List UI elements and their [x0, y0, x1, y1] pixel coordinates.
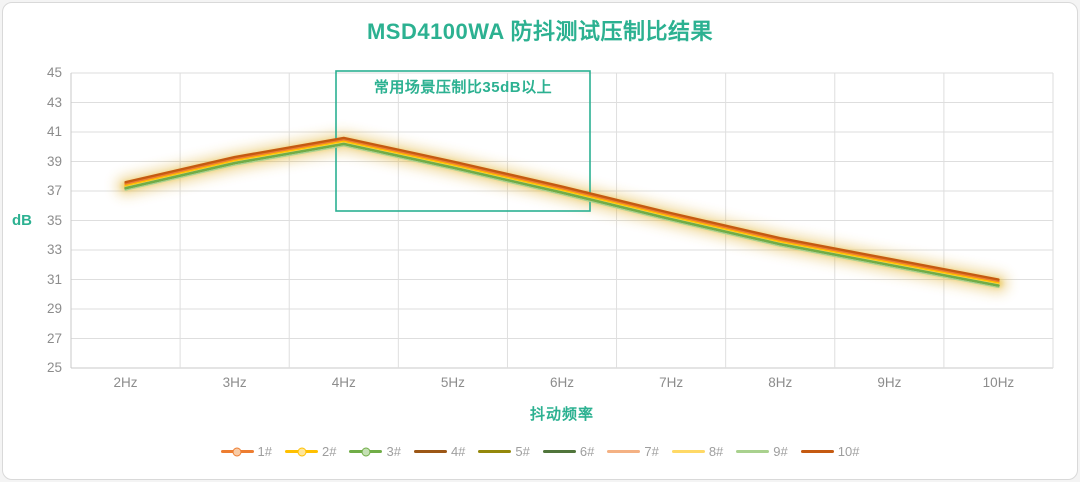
y-tick-label: 35 — [46, 212, 62, 228]
x-axis-title: 抖动频率 — [529, 406, 594, 423]
y-tick-label: 45 — [46, 65, 62, 80]
gridlines — [70, 72, 1054, 369]
legend-item-6: 6# — [542, 444, 595, 459]
legend-line-swatch — [349, 447, 383, 456]
legend-line-swatch — [285, 447, 318, 456]
legend-marker-icon — [297, 447, 306, 456]
series-line-1 — [124, 138, 1000, 283]
x-tick-label: 6Hz — [549, 375, 574, 390]
x-tick-label: 4Hz — [331, 375, 356, 390]
legend-line-swatch — [478, 450, 512, 453]
legend-line-swatch — [542, 450, 576, 453]
legend-line-swatch — [671, 450, 705, 453]
legend-item-3: 3# — [349, 444, 401, 459]
legend-item-10: 10# — [800, 444, 860, 459]
x-tick-label: 8Hz — [768, 375, 793, 390]
legend-item-4: 4# — [413, 444, 466, 459]
series-lines — [124, 136, 1000, 289]
x-tick-label: 2Hz — [113, 375, 138, 390]
plot-area — [70, 70, 1054, 369]
series-line-8 — [124, 141, 1000, 286]
x-tick-label: 5Hz — [440, 375, 465, 390]
legend-label: 2# — [322, 444, 337, 459]
y-tick-label: 41 — [46, 124, 62, 139]
legend-label: 3# — [386, 444, 401, 459]
y-tick-label: 37 — [46, 183, 62, 198]
x-tick-label: 7Hz — [659, 375, 684, 390]
legend-label: 4# — [450, 444, 466, 459]
y-tick-label: 31 — [46, 271, 62, 287]
series-line-3 — [124, 142, 1000, 287]
chart-title: MSD4100WA 防抖测试压制比结果 — [366, 19, 714, 44]
legend-label: 8# — [708, 444, 724, 459]
legend-item-8: 8# — [671, 444, 724, 459]
y-tick-label: 29 — [46, 301, 62, 316]
y-tick-label: 43 — [46, 94, 62, 110]
y-tick-label: 27 — [46, 330, 62, 346]
series-line-9 — [124, 144, 1000, 289]
y-tick-label: 25 — [46, 360, 62, 375]
legend-marker-icon — [232, 447, 242, 456]
legend-label: 10# — [837, 444, 860, 459]
legend-label: 1# — [257, 444, 272, 459]
legend-label: 5# — [515, 444, 530, 459]
legend-label: 9# — [773, 444, 788, 459]
legend-item-9: 9# — [736, 444, 788, 459]
series-line-10 — [124, 136, 1000, 281]
legend-label: 6# — [579, 444, 595, 459]
x-tick-label: 9Hz — [877, 375, 902, 390]
legend-item-1: 1# — [220, 444, 272, 459]
x-tick-label: 3Hz — [222, 375, 247, 390]
legend-line-swatch — [413, 450, 447, 453]
legend-item-7: 7# — [607, 444, 659, 459]
y-tick-label: 33 — [46, 242, 62, 257]
legend-marker-icon — [361, 447, 371, 456]
annotation-text: 常用场景压制比35dB以上 — [373, 79, 553, 96]
y-axis-title: dB — [12, 212, 32, 229]
legend-line-swatch — [607, 450, 641, 453]
legend-line-swatch — [220, 447, 254, 456]
x-tick-label: 10Hz — [982, 375, 1015, 390]
legend-label: 7# — [644, 444, 659, 459]
legend-item-2: 2# — [285, 444, 336, 459]
y-tick-label: 39 — [46, 153, 62, 169]
legend-item-5: 5# — [478, 444, 530, 459]
legend-line-swatch — [800, 450, 834, 453]
legend: 1# 2# 3# 4# 5# 6# 7# 8# 9# 10# — [0, 444, 1080, 459]
series-line-2 — [124, 139, 1000, 284]
legend-line-swatch — [736, 450, 770, 453]
